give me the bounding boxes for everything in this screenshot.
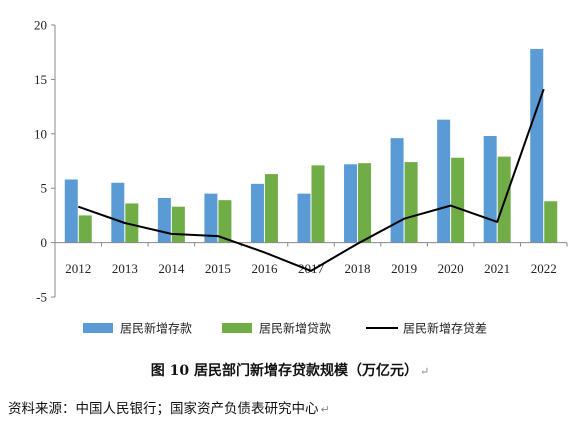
x-tick-label: 2017 xyxy=(298,261,325,276)
x-tick-label: 2020 xyxy=(438,261,464,276)
loan-bar-2013 xyxy=(125,203,139,243)
y-tick-label: -5 xyxy=(36,290,47,305)
deposit-bar-2019 xyxy=(390,138,404,243)
deposit-bar-2020 xyxy=(437,119,451,243)
x-tick-label: 2022 xyxy=(531,261,557,276)
y-tick-label: 10 xyxy=(34,126,47,141)
x-tick-label: 2016 xyxy=(251,261,278,276)
deposit-bar-2015 xyxy=(204,193,218,243)
deposit-bar-2017 xyxy=(297,193,311,243)
legend: 居民新增存款 居民新增贷款 居民新增存贷差 xyxy=(83,321,487,336)
plot-area: -5 0 5 10 15 20 2012 2013 2014 2015 2016 2017 2018 20… xyxy=(34,18,568,305)
y-tick-label: 0 xyxy=(41,235,48,250)
loan-bar-2016 xyxy=(264,174,278,243)
x-tick-label: 2014 xyxy=(158,261,185,276)
x-tick-label: 2013 xyxy=(112,261,138,276)
loan-bar-2018 xyxy=(358,163,372,243)
y-tick-label: 5 xyxy=(41,181,48,196)
caption-text: 图 10 居民部门新增存贷款规模（万亿元） xyxy=(150,363,418,379)
y-tick-label: 15 xyxy=(34,72,47,87)
legend-deposit-label: 居民新增存款 xyxy=(120,321,192,336)
x-tick-label: 2019 xyxy=(391,261,417,276)
loan-bar-2015 xyxy=(218,200,232,243)
y-tick-label: 20 xyxy=(34,18,47,33)
x-tick-label: 2015 xyxy=(205,261,231,276)
loan-bar-2022 xyxy=(544,201,558,243)
loan-bar-2019 xyxy=(404,162,418,243)
legend-loan-swatch xyxy=(222,323,252,333)
x-tick-label: 2012 xyxy=(65,261,91,276)
deposit-bar-2012 xyxy=(64,179,78,243)
loan-bar-2012 xyxy=(78,215,92,243)
return-mark-icon: ↵ xyxy=(420,365,430,378)
gap-line-series xyxy=(77,88,545,272)
legend-loan-label: 居民新增贷款 xyxy=(259,321,331,336)
source-note: 资料来源：中国人民银行；国家资产负债表研究中心 ↵ xyxy=(8,397,330,417)
deposit-bar-2022 xyxy=(530,48,544,243)
deposit-bar-2016 xyxy=(250,183,264,243)
loan-bar-2017 xyxy=(311,165,325,243)
deposit-bar-2018 xyxy=(344,164,358,243)
source-text: 资料来源：中国人民银行；国家资产负债表研究中心 xyxy=(8,401,319,417)
x-tick-label: 2021 xyxy=(484,261,510,276)
loan-bar-2020 xyxy=(451,157,465,243)
x-tick-label: 2018 xyxy=(345,261,371,276)
chart: -5 0 5 10 15 20 2012 2013 2014 2015 2016 2017 2018 20… xyxy=(34,18,568,336)
legend-gap-label: 居民新增存贷差 xyxy=(403,321,487,336)
deposit-bar-2014 xyxy=(157,197,171,243)
loan-bar-2014 xyxy=(171,206,185,243)
deposit-bar-2021 xyxy=(483,135,497,243)
deposit-bar-2013 xyxy=(111,182,125,243)
legend-deposit-swatch xyxy=(83,323,113,333)
return-mark-icon: ↵ xyxy=(320,403,330,416)
figure-caption: 图 10 居民部门新增存贷款规模（万亿元） ↵ xyxy=(0,360,580,380)
